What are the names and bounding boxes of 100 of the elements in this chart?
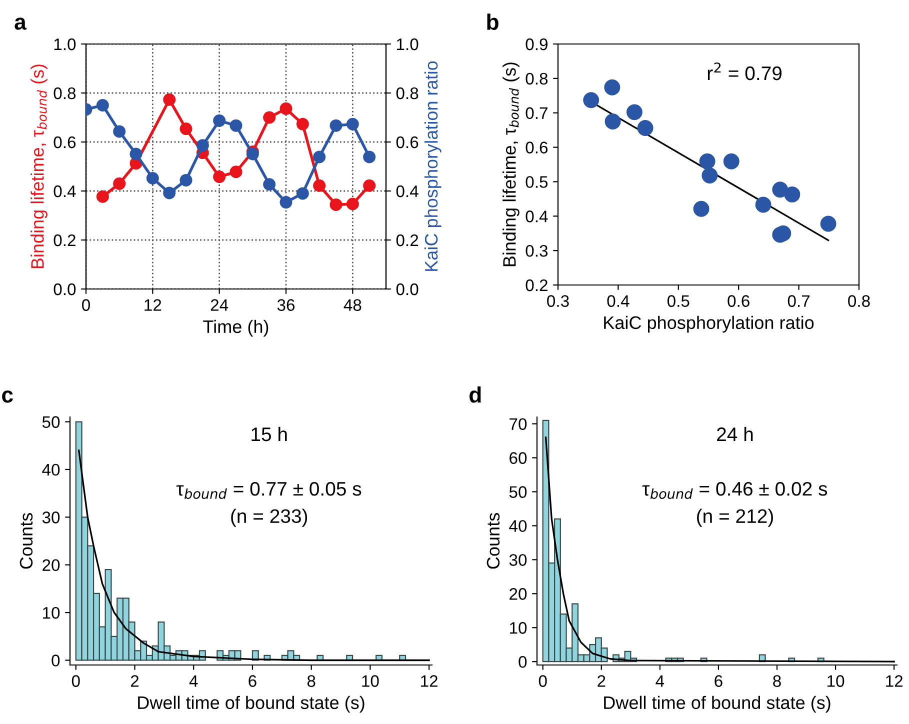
point (363, 179, 376, 192)
x-tick-label: 0.7 (788, 295, 810, 307)
point (230, 166, 242, 178)
x-axis-title: Time (h) (203, 320, 268, 337)
y-tick-label: 0.6 (526, 142, 548, 154)
point (163, 93, 176, 106)
y-tick-label: 0.2 (526, 279, 548, 292)
chart-title: c (2, 390, 13, 403)
x-tick-label: 24 (210, 299, 228, 311)
y-tick-label: 40 (509, 520, 527, 532)
x-tick-label: 4 (656, 675, 664, 687)
point (113, 177, 126, 190)
y-tick-label: 60 (510, 452, 527, 464)
point (583, 92, 600, 108)
chart-title: b (487, 14, 498, 30)
y-tick-label: 40 (42, 464, 60, 476)
y-tick-label: 0.8 (54, 87, 76, 100)
y-tick-label: 0 (518, 656, 527, 668)
y-tick-label: 0.4 (54, 185, 76, 198)
y-tick-label: 50 (42, 416, 60, 428)
point (604, 79, 620, 96)
point (113, 125, 126, 138)
point (755, 196, 772, 213)
y-tick-label: 0.6 (54, 136, 76, 148)
y-tick-label: 50 (509, 486, 527, 498)
point (723, 153, 740, 170)
point (693, 200, 710, 217)
x-tick-label: 2 (130, 675, 139, 687)
point (163, 186, 176, 200)
point (363, 150, 376, 164)
point (702, 168, 718, 184)
x-tick-label: 0.3 (547, 295, 569, 307)
y-tick-label: 70 (510, 418, 527, 430)
point (146, 172, 159, 185)
x-tick-label: 0.5 (667, 295, 690, 307)
annotation: τ$_{bound}$ = 0.77 ± 0.05 s (176, 482, 362, 499)
point (263, 111, 276, 124)
x-tick-label: 10 (362, 675, 379, 687)
point (772, 182, 788, 198)
x-axis-title: Dwell time of bound state (s) (604, 696, 830, 713)
x-axis-title: Dwell time of bound state (s) (138, 696, 364, 713)
annotation: r$^{2}$ = 0.79 (708, 62, 782, 80)
point (230, 119, 242, 132)
y-tick-label: 30 (509, 554, 527, 566)
y-tick-label: 20 (510, 588, 527, 600)
y-axis-title: Binding lifetime, τ$_{bound}$ (s) (502, 62, 520, 266)
y-tick-label: 0.4 (526, 210, 548, 222)
point (96, 190, 109, 203)
x-tick-label: 12 (421, 675, 438, 687)
point (626, 104, 642, 120)
x-tick-label: 12 (886, 675, 903, 687)
x-tick-label: 0.4 (607, 295, 630, 307)
x-tick-label: 6 (714, 675, 722, 687)
x-tick-label: 0 (82, 299, 90, 311)
y-axis-title: Counts (20, 513, 33, 569)
point (313, 150, 326, 164)
x-tick-label: 4 (189, 675, 198, 687)
x-tick-label: 8 (307, 675, 316, 687)
point (213, 170, 226, 184)
point (180, 122, 192, 136)
y-tick-label: 30 (42, 512, 60, 524)
y-axis-title: Counts (486, 513, 500, 569)
annotation: (n = 212) (697, 508, 773, 527)
point (604, 113, 621, 130)
annotation: (n = 233) (231, 508, 308, 527)
point (96, 99, 109, 112)
point (296, 118, 309, 130)
y-tick-label: 0.5 (526, 176, 548, 188)
y-tick-label: 1.0 (54, 38, 76, 50)
y-tick-label: 10 (43, 606, 60, 619)
point (130, 148, 142, 160)
y-tick-label: 0.3 (526, 244, 548, 257)
x-tick-label: 8 (773, 675, 781, 687)
annotation: 24 h (717, 426, 753, 442)
point (263, 178, 276, 191)
point (699, 153, 716, 170)
point (346, 118, 359, 130)
chart-title: a (14, 18, 26, 30)
x-tick-label: 48 (344, 299, 362, 311)
annotation: τ$_{bound}$ = 0.46 ± 0.02 s (642, 482, 828, 499)
y-tick-label: 0.0 (54, 283, 76, 296)
point (280, 196, 292, 209)
y2-tick-label: 0.8 (396, 87, 418, 100)
y-tick-label: 20 (42, 559, 60, 572)
point (180, 174, 192, 186)
x-tick-label: 2 (598, 675, 606, 687)
y-axis-title: Binding lifetime, τ$_{bound}$ (s) (30, 64, 48, 268)
y-tick-label: 10 (510, 622, 527, 634)
point (213, 114, 226, 127)
y2-tick-label: 1.0 (396, 38, 418, 50)
x-axis-title: KaiC phosphorylation ratio (604, 316, 814, 333)
y-tick-label: 0.7 (526, 107, 548, 120)
y-tick-label: 0.8 (526, 72, 548, 85)
point (280, 102, 292, 115)
y-tick-label: 0.2 (54, 234, 76, 246)
x-tick-label: 6 (248, 675, 256, 687)
y2-tick-label: 0.4 (396, 185, 418, 198)
x-tick-label: 0.8 (848, 295, 870, 307)
chart-title: d (470, 386, 481, 403)
annotation: 15 h (252, 426, 287, 442)
